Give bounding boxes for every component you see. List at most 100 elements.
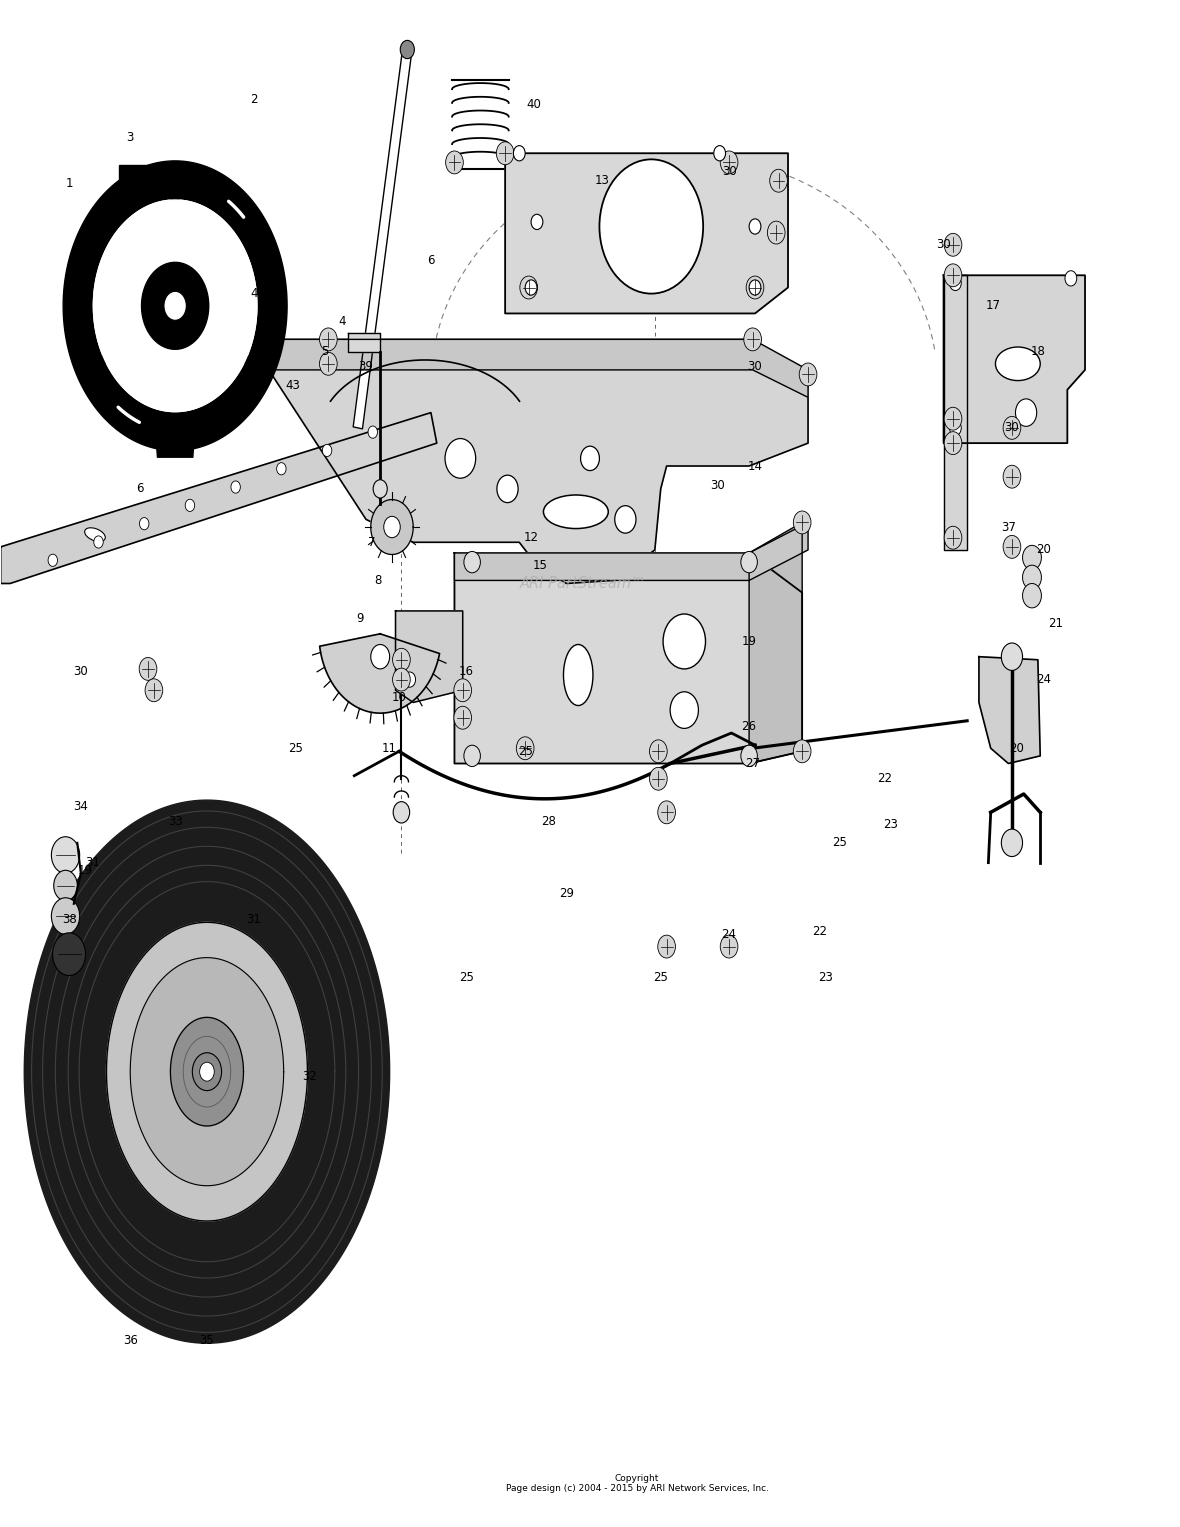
Polygon shape: [271, 339, 808, 583]
Polygon shape: [320, 634, 440, 713]
Polygon shape: [271, 339, 808, 397]
Text: 34: 34: [73, 800, 88, 812]
Circle shape: [749, 218, 761, 234]
Text: 43: 43: [286, 379, 301, 391]
Circle shape: [581, 446, 599, 470]
Polygon shape: [505, 153, 788, 313]
Text: 30: 30: [1004, 421, 1020, 434]
Text: 33: 33: [168, 815, 183, 828]
Polygon shape: [142, 263, 209, 350]
Circle shape: [1003, 466, 1021, 489]
Circle shape: [663, 614, 706, 669]
Text: 6: 6: [427, 253, 434, 267]
Text: 24: 24: [722, 928, 736, 941]
Circle shape: [231, 481, 241, 493]
Text: 21: 21: [1048, 617, 1063, 629]
Circle shape: [950, 275, 962, 290]
Circle shape: [944, 234, 962, 257]
Text: 25: 25: [288, 742, 303, 754]
Circle shape: [1066, 270, 1077, 286]
Text: 39: 39: [359, 360, 374, 373]
Text: 22: 22: [877, 773, 892, 785]
Circle shape: [93, 536, 103, 548]
Circle shape: [185, 499, 195, 512]
Circle shape: [944, 408, 962, 431]
Circle shape: [657, 935, 675, 957]
Ellipse shape: [996, 347, 1041, 380]
Circle shape: [1002, 643, 1023, 670]
Circle shape: [599, 159, 703, 293]
Circle shape: [393, 802, 409, 823]
Text: 20: 20: [1009, 742, 1024, 754]
Circle shape: [446, 151, 464, 174]
Circle shape: [1003, 536, 1021, 559]
Circle shape: [743, 328, 761, 351]
Circle shape: [793, 741, 811, 764]
Circle shape: [749, 279, 761, 295]
Text: 4: 4: [339, 315, 346, 328]
Circle shape: [741, 745, 758, 767]
Text: 30: 30: [936, 238, 951, 252]
Circle shape: [497, 475, 518, 502]
Text: 27: 27: [745, 757, 760, 770]
Text: 6: 6: [136, 483, 144, 495]
Circle shape: [1023, 545, 1042, 570]
Circle shape: [320, 353, 337, 376]
Text: 14: 14: [747, 460, 762, 472]
Circle shape: [525, 279, 537, 295]
Text: 37: 37: [1001, 521, 1016, 533]
Circle shape: [720, 935, 738, 957]
Text: Copyright
Page design (c) 2004 - 2015 by ARI Network Services, Inc.: Copyright Page design (c) 2004 - 2015 by…: [506, 1474, 768, 1493]
Circle shape: [445, 438, 476, 478]
Circle shape: [276, 463, 286, 475]
Text: 12: 12: [524, 531, 538, 544]
Circle shape: [944, 432, 962, 455]
Circle shape: [1002, 829, 1023, 857]
Polygon shape: [118, 165, 156, 199]
Polygon shape: [749, 522, 802, 764]
Circle shape: [322, 444, 332, 457]
Circle shape: [199, 1063, 215, 1081]
Polygon shape: [454, 522, 808, 580]
Circle shape: [384, 516, 400, 538]
Circle shape: [393, 669, 411, 692]
Circle shape: [145, 680, 163, 702]
Text: 25: 25: [459, 971, 473, 983]
Circle shape: [464, 551, 480, 573]
Polygon shape: [170, 1017, 243, 1125]
Text: 25: 25: [832, 837, 847, 849]
Text: 13: 13: [595, 174, 609, 188]
Circle shape: [531, 214, 543, 229]
Polygon shape: [149, 342, 201, 457]
Ellipse shape: [564, 644, 592, 705]
Circle shape: [799, 363, 817, 386]
Text: 18: 18: [1030, 345, 1045, 359]
Polygon shape: [130, 957, 283, 1186]
Text: 24: 24: [1036, 673, 1051, 686]
Text: 1: 1: [65, 177, 73, 191]
Circle shape: [53, 933, 86, 976]
Text: 26: 26: [741, 721, 756, 733]
Circle shape: [454, 680, 472, 702]
Text: 23: 23: [883, 818, 898, 831]
Circle shape: [944, 264, 962, 287]
Circle shape: [393, 649, 411, 672]
Polygon shape: [353, 49, 412, 429]
Text: 25: 25: [654, 971, 668, 983]
Circle shape: [670, 692, 699, 728]
Polygon shape: [395, 611, 463, 702]
Text: 5: 5: [321, 345, 328, 359]
Circle shape: [320, 328, 337, 351]
Text: 40: 40: [526, 98, 540, 111]
Text: 30: 30: [710, 479, 725, 492]
Text: 35: 35: [199, 1333, 215, 1347]
Ellipse shape: [544, 495, 608, 528]
Text: 30: 30: [722, 165, 736, 179]
Circle shape: [793, 512, 811, 534]
Circle shape: [1023, 583, 1042, 608]
Text: 30: 30: [748, 360, 762, 373]
Text: 30: 30: [73, 666, 88, 678]
Circle shape: [54, 870, 78, 901]
Polygon shape: [944, 275, 1086, 443]
Polygon shape: [1, 412, 437, 583]
